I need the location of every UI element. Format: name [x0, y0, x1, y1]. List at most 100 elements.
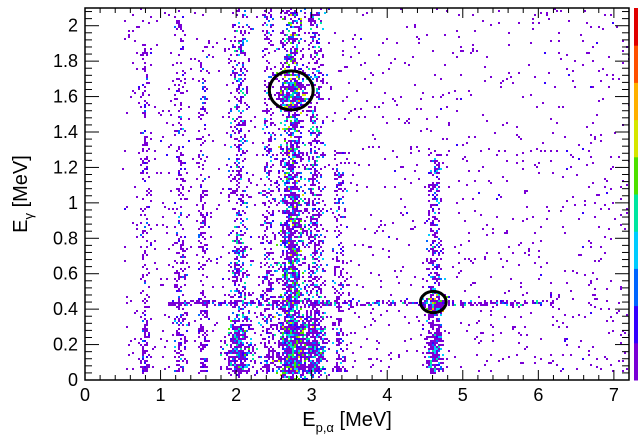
count-bin	[592, 86, 594, 88]
count-bin	[320, 284, 322, 286]
count-bin	[298, 152, 300, 154]
count-bin	[560, 58, 562, 60]
count-bin	[174, 98, 176, 100]
count-bin	[182, 92, 184, 94]
count-bin	[182, 270, 184, 272]
count-bin	[498, 252, 500, 254]
count-bin	[410, 228, 412, 230]
count-bin	[570, 290, 572, 292]
count-bin	[268, 340, 270, 342]
count-bin	[202, 168, 204, 170]
count-bin	[282, 370, 284, 372]
count-bin	[206, 340, 208, 342]
count-bin	[316, 292, 318, 294]
count-bin	[288, 114, 290, 116]
count-bin	[544, 52, 546, 54]
count-bin	[174, 260, 176, 262]
count-bin	[176, 334, 178, 336]
count-bin	[268, 290, 270, 292]
count-bin	[300, 126, 302, 128]
count-bin	[264, 234, 266, 236]
count-bin	[202, 206, 204, 208]
count-bin	[232, 360, 234, 362]
count-bin	[202, 348, 204, 350]
count-bin	[474, 282, 476, 284]
count-bin	[434, 74, 436, 76]
count-bin	[312, 216, 314, 218]
count-bin	[204, 250, 206, 252]
count-bin	[224, 50, 226, 52]
count-bin	[516, 154, 518, 156]
count-bin	[302, 244, 304, 246]
count-bin	[268, 242, 270, 244]
count-bin	[206, 360, 208, 362]
count-bin	[284, 304, 286, 306]
count-bin	[244, 32, 246, 34]
count-bin	[370, 358, 372, 360]
count-bin	[208, 176, 210, 178]
count-bin	[296, 358, 298, 360]
count-bin	[296, 176, 298, 178]
count-bin	[146, 370, 148, 372]
count-bin	[204, 222, 206, 224]
count-bin	[246, 88, 248, 90]
count-bin	[234, 162, 236, 164]
count-bin	[294, 48, 296, 50]
count-bin	[300, 344, 302, 346]
count-bin	[176, 242, 178, 244]
count-bin	[302, 158, 304, 160]
count-bin	[396, 276, 398, 278]
count-bin	[436, 116, 438, 118]
count-bin	[270, 26, 272, 28]
count-bin	[290, 204, 292, 206]
count-bin	[194, 58, 196, 60]
count-bin	[270, 304, 272, 306]
count-bin	[370, 312, 372, 314]
count-bin	[180, 214, 182, 216]
count-bin	[626, 314, 628, 316]
count-bin	[546, 262, 548, 264]
count-bin	[304, 32, 306, 34]
count-bin	[178, 360, 180, 362]
count-bin	[382, 248, 384, 250]
count-bin	[434, 364, 436, 366]
count-bin	[526, 190, 528, 192]
count-bin	[274, 360, 276, 362]
count-bin	[328, 42, 330, 44]
count-bin	[246, 274, 248, 276]
count-bin	[184, 304, 186, 306]
count-bin	[298, 146, 300, 148]
count-bin	[376, 348, 378, 350]
count-bin	[448, 92, 450, 94]
count-bin	[316, 52, 318, 54]
count-bin	[346, 278, 348, 280]
count-bin	[320, 316, 322, 318]
count-bin	[264, 84, 266, 86]
count-bin	[260, 262, 262, 264]
count-bin	[204, 102, 206, 104]
count-bin	[272, 252, 274, 254]
count-bin	[142, 20, 144, 22]
count-bin	[240, 116, 242, 118]
count-bin	[146, 342, 148, 344]
count-bin	[518, 136, 520, 138]
count-bin	[270, 332, 272, 334]
count-bin	[540, 226, 542, 228]
count-bin	[324, 296, 326, 298]
count-bin	[506, 260, 508, 262]
count-bin	[234, 264, 236, 266]
count-bin	[284, 96, 286, 98]
count-bin	[272, 266, 274, 268]
count-bin	[550, 282, 552, 284]
count-bin	[246, 92, 248, 94]
count-bin	[150, 190, 152, 192]
count-bin	[178, 238, 180, 240]
count-bin	[290, 310, 292, 312]
count-bin	[490, 354, 492, 356]
count-bin	[408, 244, 410, 246]
count-bin	[182, 48, 184, 50]
count-bin	[306, 164, 308, 166]
count-bin	[290, 54, 292, 56]
count-bin	[268, 358, 270, 360]
count-bin	[600, 308, 602, 310]
